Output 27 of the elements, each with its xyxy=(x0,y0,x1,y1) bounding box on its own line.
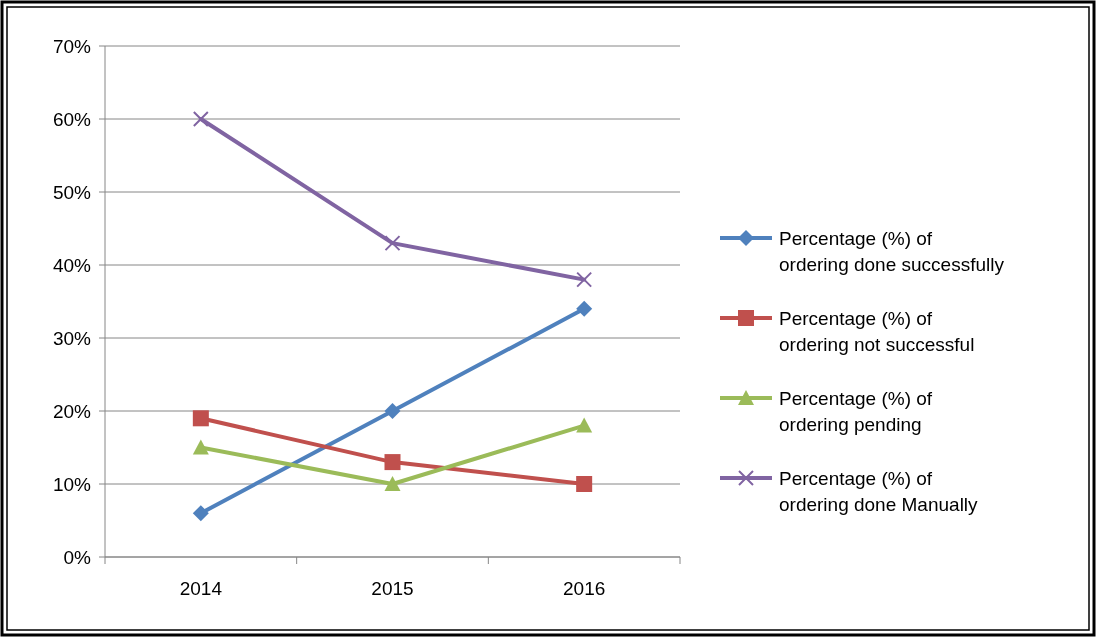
x-tick-label: 2015 xyxy=(371,578,414,599)
point xyxy=(576,300,593,317)
x-tick-label: 2014 xyxy=(179,578,223,599)
legend-label: Percentage (%) of ordering done successfully xyxy=(779,227,1005,275)
point xyxy=(384,454,401,471)
y-tick-label: 20% xyxy=(52,400,92,422)
point xyxy=(384,403,401,419)
y-tick-label: 50% xyxy=(52,181,92,203)
point xyxy=(192,505,209,522)
y-tick-label: 30% xyxy=(52,327,92,349)
point xyxy=(576,417,593,433)
legend-label: Percentage (%) of ordering pending xyxy=(779,387,933,435)
point xyxy=(384,476,401,491)
x-tick-label: 2016 xyxy=(563,578,606,599)
y-tick-label: 60% xyxy=(52,108,92,130)
point xyxy=(576,476,593,492)
y-tick-label: 70% xyxy=(52,35,92,57)
point xyxy=(192,439,209,455)
point xyxy=(192,410,209,427)
legend-label: Percentage (%) of ordering not successful xyxy=(779,307,975,355)
point xyxy=(384,235,401,252)
point xyxy=(576,271,593,288)
point xyxy=(192,111,209,127)
y-tick-label: 0% xyxy=(63,546,92,568)
legend-label: Percentage (%) of ordering done Manually xyxy=(779,467,979,515)
y-tick-label: 40% xyxy=(52,254,92,276)
y-tick-label: 10% xyxy=(52,473,92,495)
